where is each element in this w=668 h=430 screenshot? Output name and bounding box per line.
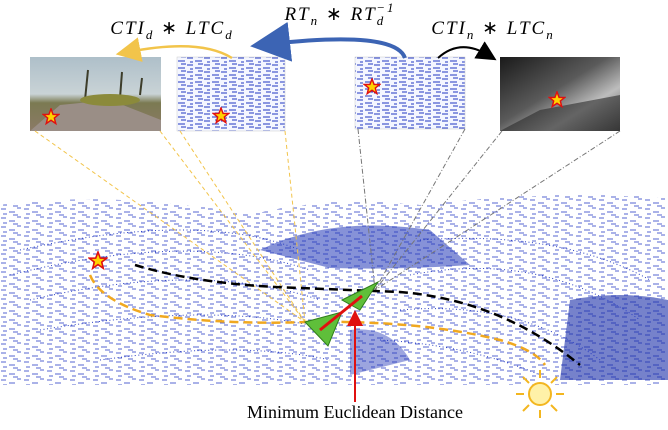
formula-token: ∗ — [319, 4, 350, 25]
thumbnail-thermal — [500, 57, 620, 131]
arrow-night — [438, 47, 488, 58]
formula-token: d — [146, 27, 155, 42]
formula-token: LTC — [506, 18, 546, 39]
arrow-transform — [270, 39, 405, 58]
formula-token: LTC — [185, 18, 225, 39]
thumbnail-cloud — [177, 57, 285, 131]
formula-token: ∗ — [154, 18, 185, 39]
arrow-day — [128, 46, 232, 58]
formula-token: RT — [283, 4, 310, 25]
caption: Minimum Euclidean Distance — [247, 402, 463, 422]
formula-token: d — [377, 13, 386, 28]
formula-token: d — [225, 27, 234, 42]
sun-icon — [516, 370, 564, 418]
formula-token: −1 — [376, 0, 395, 15]
formula-token: n — [546, 27, 555, 42]
formula-token: n — [311, 13, 320, 28]
formula-token: n — [467, 27, 476, 42]
formula-night: CTIn ∗ LTCn — [431, 18, 554, 42]
formula-transform: RTn ∗ RTd−1 — [283, 0, 395, 28]
formula-token: CTI — [110, 18, 146, 39]
formula-token: CTI — [431, 18, 467, 39]
thumbnail-cloud — [355, 57, 465, 129]
formula-token: ∗ — [475, 18, 506, 39]
formula-token: RT — [350, 4, 377, 25]
figure: CTId ∗ LTCd RTn ∗ RTd−1 CTIn ∗ LTCn Mini… — [0, 0, 668, 430]
formula-day: CTId ∗ LTCd — [110, 18, 233, 42]
